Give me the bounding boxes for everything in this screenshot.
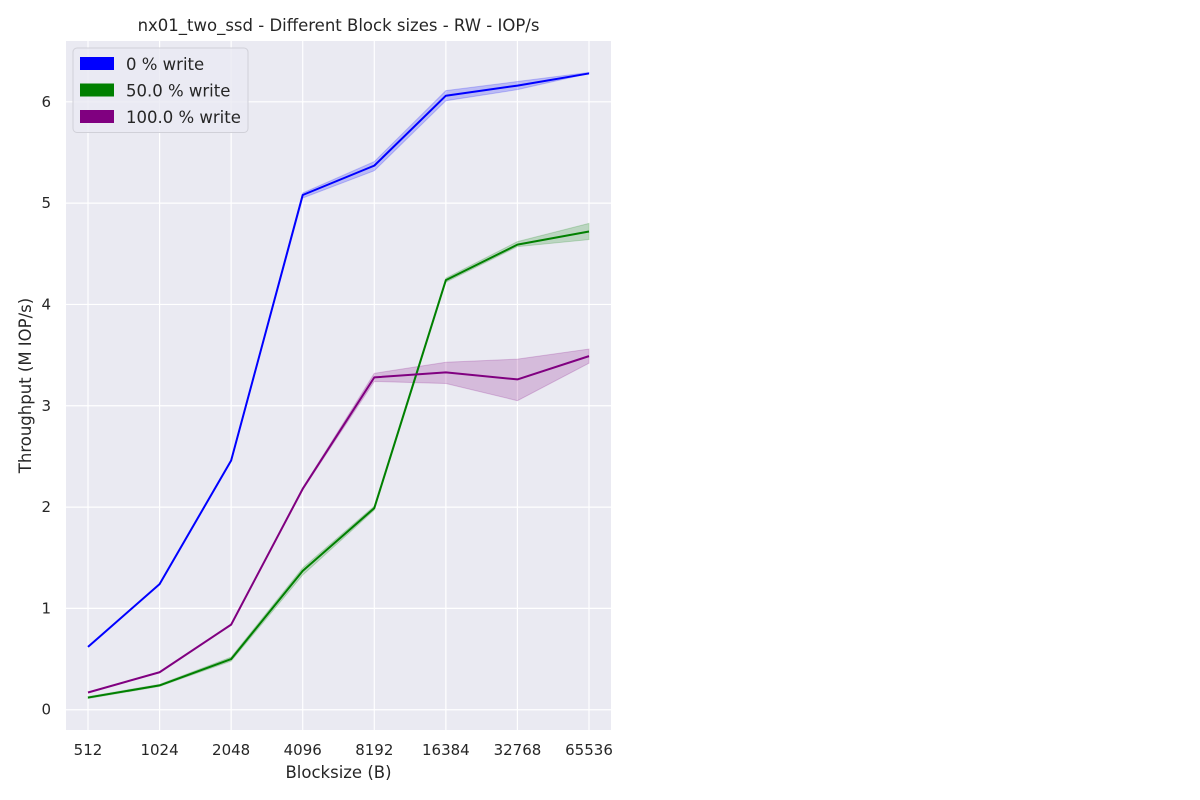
legend-label: 100.0 % write <box>126 108 241 127</box>
legend-swatch <box>80 110 114 123</box>
legend-swatch <box>80 83 114 97</box>
grid-lines <box>66 41 611 730</box>
y-tick-label: 5 <box>41 194 51 212</box>
series-line <box>87 72 590 648</box>
legend-label: 0 % write <box>126 55 204 74</box>
series-line <box>87 230 590 699</box>
legend-swatch <box>80 57 114 70</box>
x-tick-label: 1024 <box>140 741 178 759</box>
legend: 0 % write 50.0 % write 100.0 % write <box>72 47 249 133</box>
x-tick-label: 4096 <box>284 741 322 759</box>
y-tick-labels: 0 1 2 3 4 5 6 <box>41 93 51 719</box>
x-tick-labels: 512 1024 2048 4096 8192 16384 32768 65536 <box>74 741 613 759</box>
y-tick-label: 2 <box>41 498 51 516</box>
y-tick-label: 4 <box>41 295 51 313</box>
x-tick-label: 16384 <box>422 741 470 759</box>
y-axis-title: Throughput (M IOP/s) <box>16 298 35 474</box>
series-lines <box>87 72 590 699</box>
chart-title: nx01_two_ssd - Different Block sizes - R… <box>138 16 540 36</box>
y-tick-label: 6 <box>41 93 51 111</box>
x-tick-label: 32768 <box>494 741 542 759</box>
legend-frame <box>72 47 249 133</box>
y-tick-label: 1 <box>41 599 51 617</box>
x-tick-label: 65536 <box>565 741 613 759</box>
x-tick-label: 2048 <box>212 741 250 759</box>
x-tick-label: 8192 <box>355 741 393 759</box>
y-tick-label: 3 <box>41 397 51 415</box>
legend-label: 50.0 % write <box>126 82 230 101</box>
confidence-band <box>87 222 590 700</box>
plot-area <box>66 41 611 730</box>
x-axis-title: Blocksize (B) <box>285 763 391 782</box>
y-tick-label: 0 <box>41 701 51 719</box>
x-tick-label: 512 <box>74 741 103 759</box>
series-line <box>87 355 590 694</box>
